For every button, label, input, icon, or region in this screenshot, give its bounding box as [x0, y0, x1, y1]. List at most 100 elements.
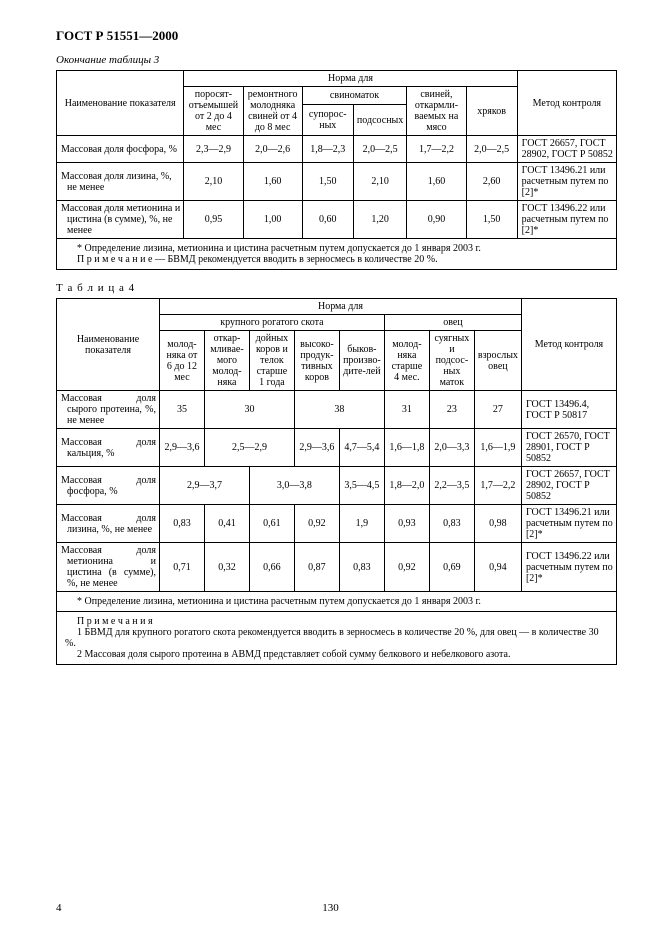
table3-caption: Окончание таблицы 3 [56, 54, 617, 66]
cell: 3,0—3,8 [249, 467, 339, 505]
t3-footnote: * Определение лизина, метионина и цистин… [57, 239, 617, 270]
page-heading: ГОСТ Р 51551—2000 [56, 28, 617, 44]
t3-colhead-param: Наименование показателя [57, 71, 184, 136]
cell: 1,7—2,2 [407, 136, 466, 163]
cell: 30 [204, 391, 294, 429]
cell: 2,60 [466, 163, 517, 201]
cell: 2,9—3,6 [294, 429, 339, 467]
cell: 1,7—2,2 [474, 467, 521, 505]
page-number-left: 4 [56, 902, 62, 914]
cell: Массовая доля сырого протеина, %, не мен… [57, 391, 160, 429]
t4-norma: Норма для [159, 299, 521, 315]
cell: ГОСТ 13496.22 или расчетным путем по [2]… [517, 201, 616, 239]
cell: ГОСТ 26657, ГОСТ 28902, ГОСТ Р 50852 [521, 467, 616, 505]
table-row: Массовая доля кальция, % 2,9—3,6 2,5—2,9… [57, 429, 617, 467]
cell: 23 [429, 391, 474, 429]
cell: 2,3—2,9 [184, 136, 243, 163]
cell: 0,71 [159, 543, 204, 592]
t4-c3: дойных коров и телок старше 1 года [249, 331, 294, 391]
cell: 0,90 [407, 201, 466, 239]
cell: ГОСТ 26570, ГОСТ 28901, ГОСТ Р 50852 [521, 429, 616, 467]
table-row: Массовая доля лизина, %, не менее 2,10 1… [57, 163, 617, 201]
cell: 3,5—4,5 [339, 467, 384, 505]
t4-method: Метод контроля [521, 299, 616, 391]
note-line: 1 БВМД для крупного рогатого скота реком… [65, 627, 608, 649]
cell: 1,6—1,9 [474, 429, 521, 467]
t4-c4: высоко-продук-тивных коров [294, 331, 339, 391]
cell: 2,10 [353, 163, 407, 201]
cell: ГОСТ 13496.21 или расчетным путем по [2]… [517, 163, 616, 201]
t3-h3a: супорос-ных [302, 105, 353, 136]
cell: Массовая доля лизина, %, не менее [57, 163, 184, 201]
table4-caption: Т а б л и ц а 4 [56, 282, 617, 294]
table-row: Массовая доля фосфора, % 2,9—3,7 3,0—3,8… [57, 467, 617, 505]
cell: 1,8—2,0 [384, 467, 429, 505]
cell: 0,98 [474, 505, 521, 543]
t3-colhead-norma: Норма для [184, 71, 517, 87]
table-row: Массовая доля метионина и цистина (в сум… [57, 201, 617, 239]
t4-footnote: * Определение лизина, метионина и цистин… [57, 592, 617, 612]
table-row: Массовая доля фосфора, % 2,3—2,9 2,0—2,6… [57, 136, 617, 163]
t4-c1: молод-няка от 6 до 12 мес [159, 331, 204, 391]
cell: 4,7—5,4 [339, 429, 384, 467]
cell: Массовая доля лизина, %, не менее [57, 505, 160, 543]
cell: 2,5—2,9 [204, 429, 294, 467]
footnote-text: * Определение лизина, метионина и цистин… [65, 596, 608, 607]
footnote-text: * Определение лизина, метионина и цистин… [65, 243, 608, 254]
table-row: Массовая доля сырого протеина, %, не мен… [57, 391, 617, 429]
cell: ГОСТ 13496.22 или расчетным путем по [2]… [521, 543, 616, 592]
cell: 0,92 [294, 505, 339, 543]
cell: Массовая доля кальция, % [57, 429, 160, 467]
cell: 0,60 [302, 201, 353, 239]
t3-h3b: подсосных [353, 105, 407, 136]
cell: ГОСТ 13496.4, ГОСТ Р 50817 [521, 391, 616, 429]
cell: 1,50 [302, 163, 353, 201]
t4-param: Наименование показателя [57, 299, 160, 391]
t3-h3: свиноматок [302, 87, 407, 105]
table4: Наименование показателя Норма для Метод … [56, 298, 617, 665]
t4-c7: суягных и подсос-ных маток [429, 331, 474, 391]
t4-notes: П р и м е ч а н и я 1 БВМД для крупного … [57, 612, 617, 665]
cell: 38 [294, 391, 384, 429]
cell: 0,92 [384, 543, 429, 592]
cell: 2,0—3,3 [429, 429, 474, 467]
note-line: П р и м е ч а н и я [65, 616, 608, 627]
cell: ГОСТ 26657, ГОСТ 28902, ГОСТ Р 50852 [517, 136, 616, 163]
t4-group2: овец [384, 315, 521, 331]
cell: Массовая доля метионина и цистина (в сум… [57, 543, 160, 592]
cell: 1,00 [243, 201, 302, 239]
cell: 0,87 [294, 543, 339, 592]
cell: Массовая доля метионина и цистина (в сум… [57, 201, 184, 239]
cell: 0,83 [429, 505, 474, 543]
note-line: 2 Массовая доля сырого протеина в АВМД п… [65, 649, 608, 660]
cell: 2,9—3,6 [159, 429, 204, 467]
cell: 0,61 [249, 505, 294, 543]
t3-colhead-method: Метод контроля [517, 71, 616, 136]
cell: 0,32 [204, 543, 249, 592]
table-row: Массовая доля метионина и цистина (в сум… [57, 543, 617, 592]
page-number-center: 130 [322, 902, 339, 914]
note-text: П р и м е ч а н и е — БВМД рекомендуется… [65, 254, 608, 265]
t4-c8: взрослых овец [474, 331, 521, 391]
t3-h2: ремонтного молодняка свиней от 4 до 8 ме… [243, 87, 302, 136]
cell: 1,60 [243, 163, 302, 201]
cell: 1,50 [466, 201, 517, 239]
table-row: Массовая доля лизина, %, не менее 0,83 0… [57, 505, 617, 543]
cell: 1,60 [407, 163, 466, 201]
t3-h1: поросят-отъемышей от 2 до 4 мес [184, 87, 243, 136]
cell: 1,8—2,3 [302, 136, 353, 163]
t3-h5: свиней, откармли-ваемых на мясо [407, 87, 466, 136]
cell: 2,0—2,5 [466, 136, 517, 163]
cell: 2,0—2,5 [353, 136, 407, 163]
cell: 2,10 [184, 163, 243, 201]
cell: 2,0—2,6 [243, 136, 302, 163]
cell: 0,41 [204, 505, 249, 543]
cell: 1,6—1,8 [384, 429, 429, 467]
cell: 0,66 [249, 543, 294, 592]
cell: 0,95 [184, 201, 243, 239]
t3-h6: хряков [466, 87, 517, 136]
cell: 31 [384, 391, 429, 429]
cell: 0,83 [339, 543, 384, 592]
cell: Массовая доля фосфора, % [57, 136, 184, 163]
cell: 27 [474, 391, 521, 429]
